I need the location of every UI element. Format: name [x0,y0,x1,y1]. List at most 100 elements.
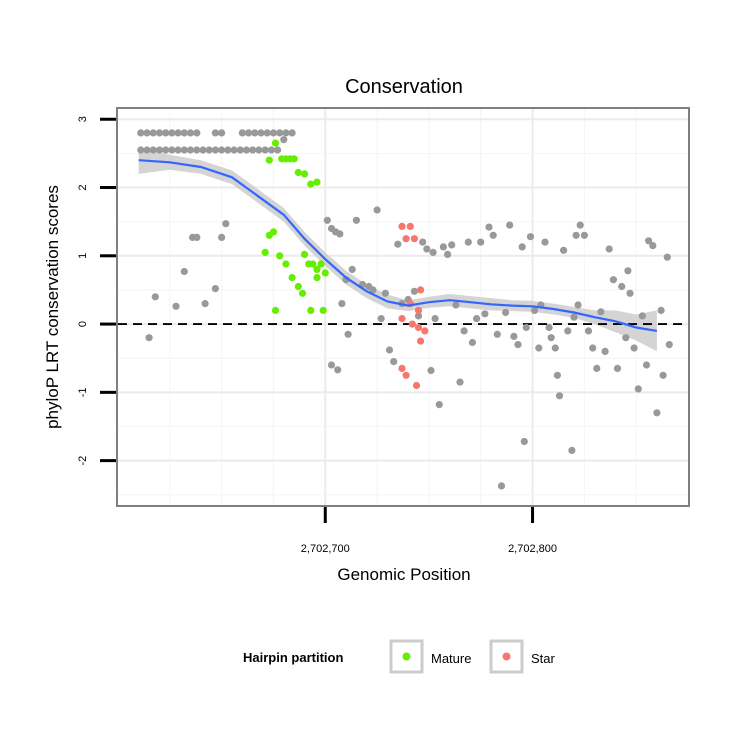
data-point-other [249,146,257,154]
data-point-other [348,265,356,273]
data-point-other [180,146,188,154]
legend-item-mature: Mature [389,639,471,674]
data-point-other [288,129,296,137]
data-point-other [609,276,618,284]
legend: Hairpin partition Mature Star [243,639,556,674]
legend-dot-star [502,652,511,661]
data-point-other [352,216,360,224]
data-point-other [245,129,253,137]
data-point-other [452,301,460,309]
data-point-other [638,312,647,320]
x-axis: 2,702,700 2,702,800 [301,507,557,555]
data-point-other [338,300,346,308]
data-point-other [520,437,528,446]
data-point-other [419,238,427,246]
data-point-other [180,267,188,276]
data-point-mature [319,306,327,314]
data-point-other [547,334,555,342]
data-point-other [618,282,626,291]
data-point-other [186,129,195,137]
data-point-mature [271,139,280,147]
data-point-other [238,129,246,137]
data-point-other [222,220,230,228]
data-point-other [510,332,518,340]
smooth-trend-line [138,159,658,332]
data-point-other [485,223,493,231]
data-point-other [589,344,597,352]
data-point-other [423,245,431,253]
data-point-other [327,361,336,369]
data-point-other [553,371,562,379]
data-point-other [597,308,605,316]
data-point-other [431,315,439,323]
data-point-other [448,241,456,249]
data-point-mature [294,282,302,291]
data-point-other [261,146,269,154]
data-point-mature [300,170,309,178]
data-point-other [414,312,423,320]
scatter-points [137,129,673,490]
data-point-other [545,323,553,332]
data-point-other [257,129,265,137]
data-point-other [489,231,497,239]
data-point-star [408,320,416,328]
data-point-other [155,129,164,137]
data-point-other [541,238,549,246]
data-point-other [580,231,589,239]
data-point-other [473,315,481,323]
data-point-other [514,341,522,349]
data-point-other [390,358,398,366]
data-point-other [493,330,501,338]
data-point-mature [300,250,309,258]
data-point-other [276,129,284,137]
x-tick-label: 2,702,800 [508,543,557,555]
data-point-mature [271,306,280,314]
data-point-other [624,267,632,275]
data-point-other [665,341,673,349]
data-point-other [373,206,381,214]
data-point-other [429,248,437,256]
data-point-other [502,308,510,317]
data-point-other [560,246,568,254]
data-point-other [626,289,634,297]
data-point-other [630,344,638,352]
data-point-other [162,129,170,137]
y-axis-title: phyloP LRT conservation scores [43,185,62,429]
legend-label-mature: Mature [431,651,471,666]
legend-item-star: Star [489,639,556,674]
data-point-other [584,327,593,335]
chart-title: Conservation [345,76,463,98]
data-point-mature [313,178,321,186]
data-point-other [663,253,671,261]
data-point-other [551,344,559,352]
data-point-other [205,146,213,154]
y-axis: -2 -1 0 1 2 3 [77,116,116,466]
data-point-other [622,334,630,342]
data-point-other [282,129,290,137]
data-point-other [601,347,609,355]
y-tick-label: -2 [77,456,89,466]
x-axis-title: Genomic Position [337,565,470,584]
data-point-mature [269,228,278,236]
data-point-other [193,129,201,137]
data-point-other [336,230,344,238]
data-point-other [522,323,530,332]
data-point-other [568,446,576,454]
data-point-other [535,344,543,352]
data-point-star [414,323,423,332]
data-point-other [174,129,182,137]
y-tick-label: 2 [77,184,89,190]
data-point-other [634,385,642,393]
data-point-mature [282,260,290,268]
data-point-other [464,238,472,246]
data-point-star [398,222,406,230]
data-point-other [251,129,259,137]
data-point-star [398,364,406,372]
data-point-other [218,146,226,154]
data-point-star [402,371,410,379]
y-tick-label: -1 [77,387,89,397]
data-point-other [149,146,157,154]
legend-dot-mature [402,652,411,661]
data-point-other [659,371,667,379]
data-point-star [402,235,410,243]
